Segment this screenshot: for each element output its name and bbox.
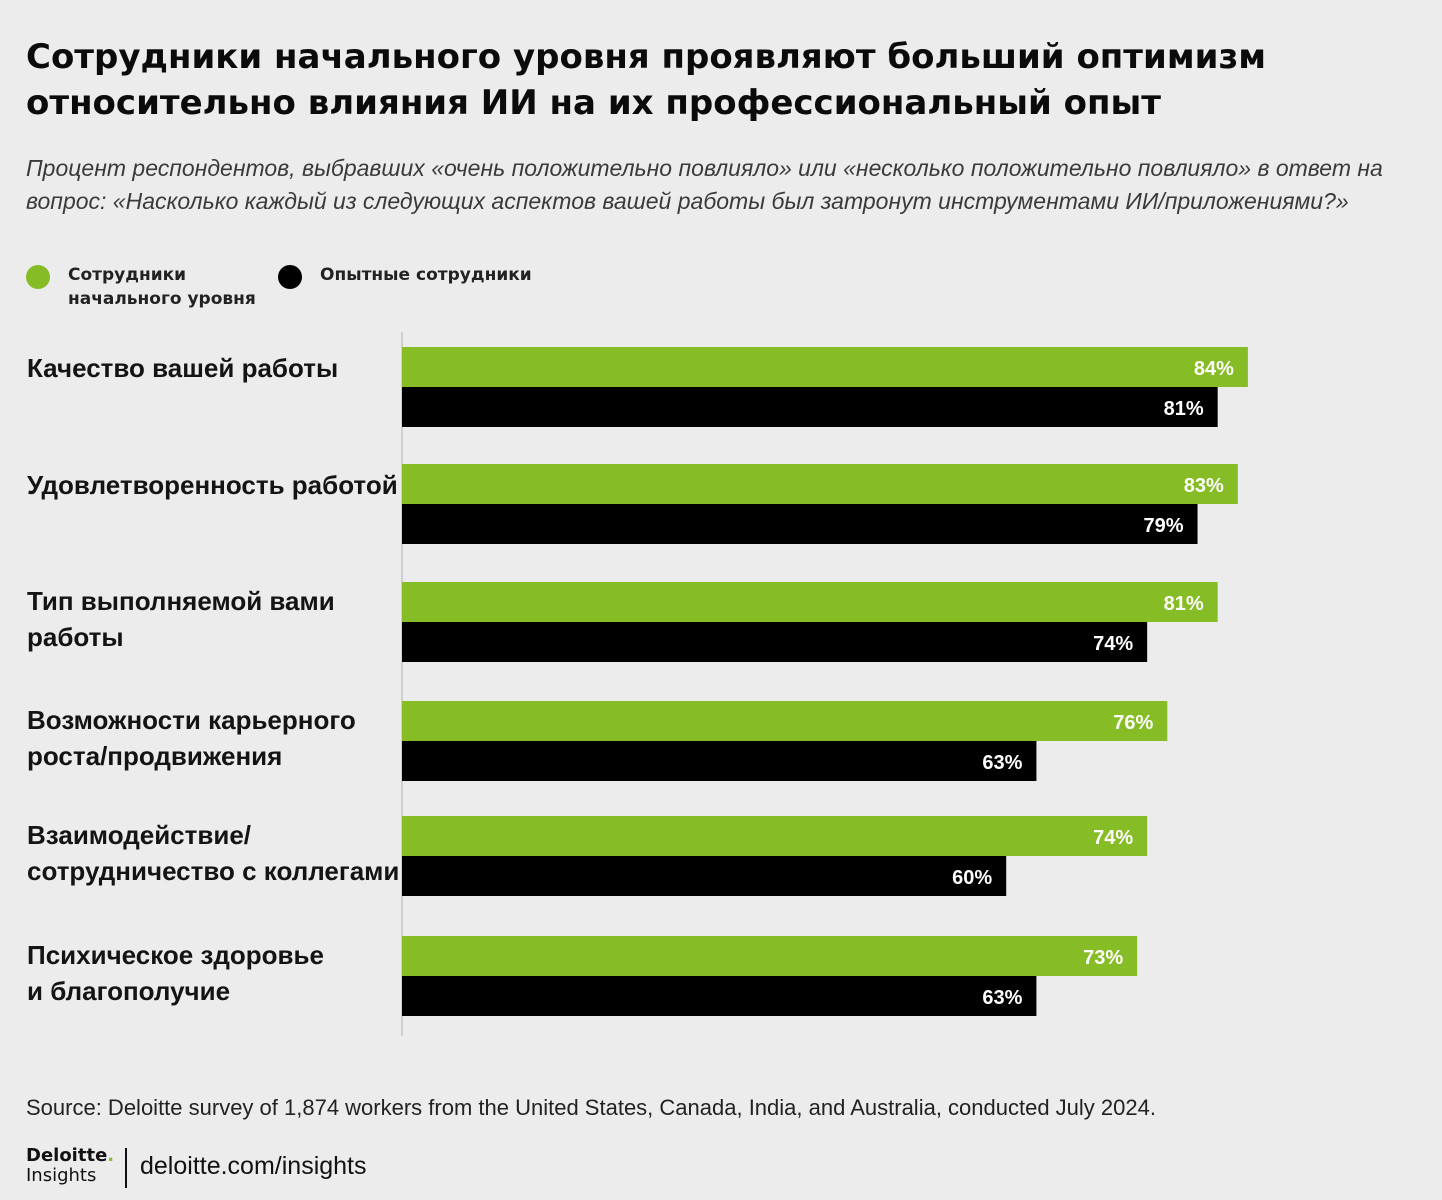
footer-divider (125, 1148, 127, 1188)
value-label: 74% (1093, 827, 1133, 849)
category-label: работы (27, 622, 124, 652)
legend: Сотрудники начального уровня Опытные сот… (26, 262, 726, 322)
legend-swatch-green (26, 265, 50, 289)
chart-title: Сотрудники начального уровня проявляют б… (26, 37, 1266, 123)
category-label: и благополучие (27, 976, 230, 1006)
value-label: 81% (1164, 398, 1204, 420)
value-label: 63% (982, 987, 1022, 1009)
category-label: Удовлетворенность работой (27, 470, 398, 500)
legend-label-entry-level: Сотрудники начального уровня (68, 265, 256, 309)
value-label: 83% (1184, 475, 1224, 497)
legend-label-experienced: Опытные сотрудники (320, 265, 532, 285)
bar-experienced (402, 976, 1037, 1016)
value-label: 76% (1113, 712, 1153, 734)
category-label: Тип выполняемой вами (27, 586, 335, 616)
chart-subtitle: Процент респондентов, выбравших «очень п… (26, 155, 1383, 214)
bar-entry-level (402, 582, 1218, 622)
bar-experienced (402, 622, 1148, 662)
deloitte-insights-logo: Deloitte. Insights (26, 1146, 122, 1190)
category-label: сотрудничество с коллегами (27, 856, 399, 886)
value-label: 81% (1164, 593, 1204, 615)
source-note: Source: Deloitte survey of 1,874 workers… (26, 1095, 1156, 1120)
bar-entry-level (402, 347, 1248, 387)
value-label: 73% (1083, 947, 1123, 969)
value-label: 84% (1194, 358, 1234, 380)
bar-entry-level (402, 816, 1148, 856)
bar-entry-level (402, 936, 1138, 976)
category-label: роста/продвижения (27, 741, 282, 771)
logo-subtext: Insights (26, 1165, 97, 1186)
bar-entry-level (402, 701, 1168, 741)
category-label: Взаимодействие/ (27, 820, 251, 850)
bar-experienced (402, 387, 1218, 427)
category-label: Возможности карьерного (27, 705, 356, 735)
legend-swatch-black (278, 265, 302, 289)
value-label: 60% (952, 867, 992, 889)
value-label: 63% (982, 752, 1022, 774)
bar-experienced (402, 856, 1007, 896)
category-label: Психическое здоровье (27, 940, 324, 970)
value-label: 74% (1093, 633, 1133, 655)
footer-link[interactable]: deloitte.com/insights (140, 1152, 367, 1180)
bar-experienced (402, 504, 1198, 544)
bar-chart: Качество вашей работы 84% 81% Удовлетворенн… (27, 332, 1248, 1036)
category-label: Качество вашей работы (27, 353, 338, 383)
logo-wordmark: Deloitte. (26, 1145, 115, 1166)
bar-entry-level (402, 464, 1238, 504)
bar-experienced (402, 741, 1037, 781)
value-label: 79% (1143, 515, 1183, 537)
